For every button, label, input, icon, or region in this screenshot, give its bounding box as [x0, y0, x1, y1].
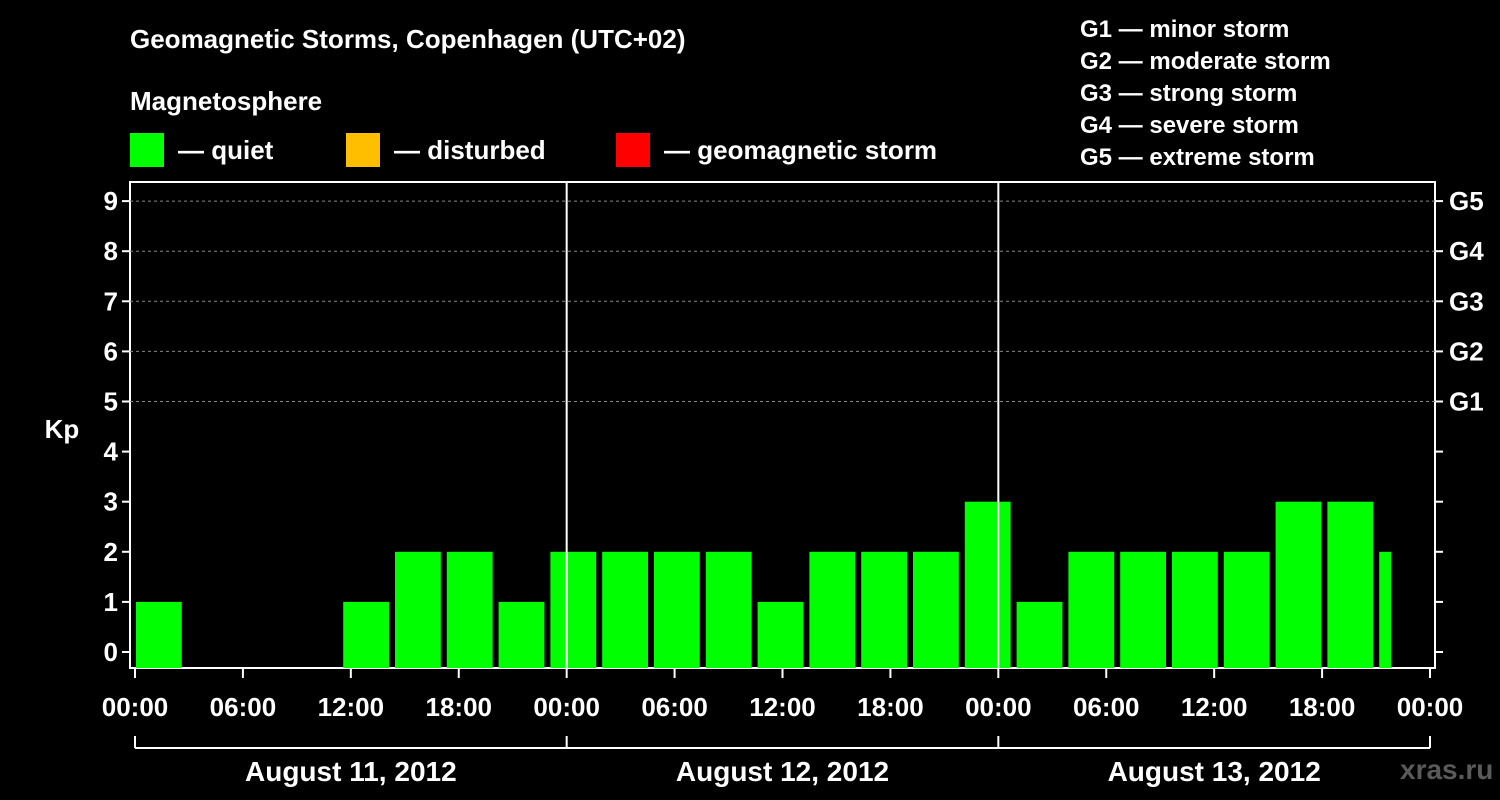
kp-bar — [1068, 551, 1115, 668]
legend-swatch-disturbed — [346, 133, 380, 167]
y-tick-label: 2 — [104, 537, 118, 567]
kp-bar — [1275, 501, 1322, 668]
g2-legend: G2 — moderate storm — [1080, 48, 1331, 75]
kp-bar — [705, 551, 752, 668]
y-tick-label: 7 — [104, 286, 118, 316]
legend-label-disturbed: — disturbed — [394, 134, 546, 165]
kp-bar — [395, 551, 441, 668]
kp-bar — [1172, 551, 1218, 668]
x-tick-label: 06:00 — [641, 692, 708, 722]
x-tick-label: 00:00 — [533, 692, 600, 722]
y-tick-label: 3 — [104, 487, 118, 517]
kp-bar — [136, 601, 182, 668]
kp-bar — [1327, 501, 1374, 668]
y-tick-label: 6 — [104, 336, 118, 366]
x-tick-label: 00:00 — [1397, 692, 1464, 722]
x-tick-label: 06:00 — [1073, 692, 1140, 722]
watermark: xras.ru — [1400, 754, 1494, 785]
kp-bar — [343, 601, 389, 668]
x-tick-label: 00:00 — [965, 692, 1032, 722]
y-tick-label: 1 — [104, 587, 118, 617]
x-tick-label: 12:00 — [318, 692, 385, 722]
x-tick-label: 06:00 — [210, 692, 277, 722]
chart-title: Geomagnetic Storms, Copenhagen (UTC+02) — [130, 24, 686, 54]
y-tick-label: 4 — [104, 437, 119, 467]
kp-bar — [1120, 551, 1166, 668]
kp-bar — [964, 501, 1011, 668]
kp-bar — [1223, 551, 1270, 668]
g1-legend: G1 — minor storm — [1080, 16, 1290, 43]
g3-legend: G3 — strong storm — [1080, 80, 1298, 107]
legend-label-storm: — geomagnetic storm — [664, 134, 938, 165]
x-tick-label: 18:00 — [426, 692, 493, 722]
legend-label-quiet: — quiet — [178, 134, 274, 165]
legend-swatch-storm — [616, 133, 650, 167]
x-tick-label: 12:00 — [749, 692, 816, 722]
y-tick-label: 9 — [104, 186, 118, 216]
y-tick-label: 0 — [104, 637, 118, 667]
legend-item-disturbed: — disturbed — [346, 133, 546, 167]
g5-legend: G5 — extreme storm — [1080, 144, 1315, 171]
x-tick-label: 18:00 — [1289, 692, 1356, 722]
kp-bar — [913, 551, 959, 668]
kp-bar — [550, 551, 597, 668]
kp-bar — [757, 601, 804, 668]
x-tick-label: 12:00 — [1181, 692, 1248, 722]
magnetosphere-label: Magnetosphere — [130, 86, 323, 116]
legend-item-storm: — geomagnetic storm — [616, 133, 937, 167]
g-level-label: G3 — [1449, 286, 1484, 316]
kp-bar — [809, 551, 856, 668]
g4-legend: G4 — severe storm — [1080, 112, 1299, 139]
day-label: August 13, 2012 — [1108, 756, 1321, 787]
g-level-label: G1 — [1449, 387, 1484, 417]
x-tick-label: 00:00 — [102, 692, 169, 722]
kp-bar — [1016, 601, 1063, 668]
kp-bar — [654, 551, 700, 668]
day-label: August 11, 2012 — [245, 756, 457, 787]
g-level-label: G2 — [1449, 336, 1484, 366]
kp-bar — [446, 551, 493, 668]
y-tick-label: 8 — [104, 236, 118, 266]
g-level-label: G5 — [1449, 186, 1484, 216]
x-tick-label: 18:00 — [857, 692, 924, 722]
day-label: August 12, 2012 — [676, 756, 889, 787]
g-level-label: G4 — [1449, 236, 1484, 266]
kp-bar — [1379, 551, 1392, 668]
legend-swatch-quiet — [130, 133, 164, 167]
y-tick-label: 5 — [104, 387, 118, 417]
g-level-legend: G1 — minor storm G2 — moderate storm G3 … — [1080, 14, 1331, 174]
kp-bar — [498, 601, 545, 668]
kp-bar — [861, 551, 907, 668]
kp-bar — [602, 551, 648, 668]
legend-item-quiet: — quiet — [130, 133, 273, 167]
y-axis-label: Kp — [45, 414, 80, 444]
